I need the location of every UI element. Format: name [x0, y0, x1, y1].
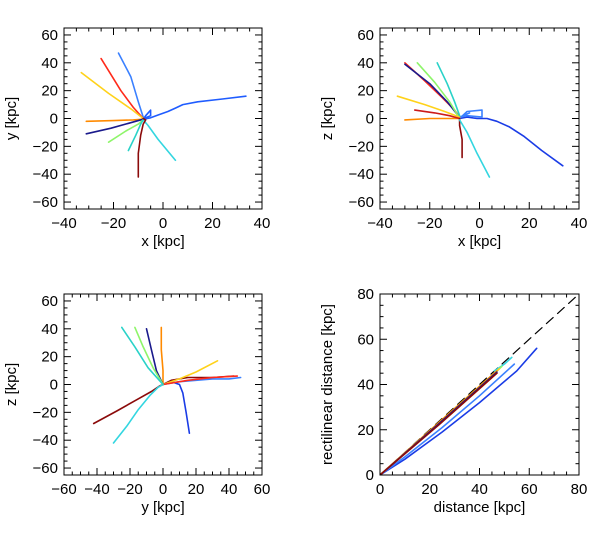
series-line-0 — [142, 95, 247, 120]
x-tick-label: 0 — [159, 215, 167, 232]
series-group — [396, 62, 564, 178]
series-group — [92, 326, 242, 444]
x-tick-label: 40 — [254, 215, 271, 232]
x-tick-label: 40 — [471, 481, 488, 498]
panel-bottom-right: 0 20 40 60 80 0 20 40 60 80 distance [kpc] rectilin… — [319, 286, 587, 516]
x-tick-label: 40 — [221, 481, 238, 498]
y-tick-label: −60 — [33, 460, 58, 477]
y-tick-label: 0 — [366, 467, 374, 484]
series-line-8 — [127, 119, 144, 152]
x-axis-label: x [kpc] — [458, 233, 501, 250]
series-line-3 — [404, 63, 461, 120]
x-axis-label: x [kpc] — [141, 233, 184, 250]
y-tick-label: 40 — [41, 55, 58, 72]
series-line-7 — [107, 119, 144, 143]
series-line-6 — [85, 118, 144, 135]
x-tick-label: 80 — [571, 481, 588, 498]
y-axis-label: rectilinear distance [kpc] — [319, 304, 336, 465]
y-tick-label: 40 — [41, 321, 58, 338]
y-tick-label: 60 — [357, 331, 374, 348]
series-group — [80, 52, 247, 178]
x-tick-label: 60 — [254, 481, 271, 498]
series-line-9 — [121, 326, 164, 386]
series-line-9 — [436, 62, 461, 117]
x-tick-label: −40 — [51, 215, 76, 232]
y-tick-label: 20 — [41, 349, 58, 366]
series-line-1 — [380, 347, 538, 475]
y-tick-label: −40 — [33, 432, 58, 449]
x-axis-label: distance [kpc] — [434, 499, 526, 516]
series-line-8 — [134, 326, 164, 386]
series-line-2 — [117, 52, 144, 118]
series-line-10 — [458, 119, 491, 178]
x-tick-label: −40 — [84, 481, 109, 498]
x-tick-label: −20 — [417, 215, 442, 232]
x-tick-label: 0 — [376, 481, 384, 498]
y-tick-label: −20 — [33, 138, 58, 155]
x-tick-label: 40 — [571, 215, 588, 232]
x-tick-label: 20 — [204, 215, 221, 232]
plot-frame — [63, 27, 263, 210]
series-line-5 — [396, 95, 461, 118]
y-tick-label: 60 — [357, 27, 374, 44]
y-tick-label: 60 — [41, 293, 58, 310]
series-line-1 — [112, 383, 164, 444]
x-tick-label: 60 — [521, 481, 538, 498]
series-group — [380, 294, 579, 475]
y-tick-label: −40 — [33, 166, 58, 183]
x-tick-label: 20 — [521, 215, 538, 232]
y-axis-label: z [kpc] — [319, 97, 336, 140]
series-line-6 — [160, 326, 164, 386]
series-line-6 — [404, 117, 461, 121]
y-axis-label: z [kpc] — [3, 363, 20, 406]
series-line-5 — [85, 118, 144, 123]
x-tick-label: 0 — [159, 481, 167, 498]
series-line-4 — [162, 360, 219, 386]
series-line-10 — [380, 372, 498, 475]
x-tick-label: −40 — [367, 215, 392, 232]
y-axis-label: y [kpc] — [3, 97, 20, 140]
y-tick-label: 20 — [41, 83, 58, 100]
series-line-5 — [162, 375, 239, 386]
series-line-2 — [162, 380, 191, 434]
series-line-1 — [458, 109, 483, 120]
series-line-3 — [493, 356, 513, 372]
x-tick-label: 0 — [475, 215, 483, 232]
x-tick-label: −20 — [117, 481, 142, 498]
y-tick-label: 20 — [357, 83, 374, 100]
y-tick-label: −60 — [33, 194, 58, 211]
y-tick-label: −20 — [33, 404, 58, 421]
y-tick-label: 0 — [50, 377, 58, 394]
x-axis-label: y [kpc] — [141, 499, 184, 516]
series-line-2 — [380, 363, 516, 475]
y-tick-label: −60 — [349, 194, 374, 211]
y-tick-label: 40 — [357, 55, 374, 72]
y-tick-label: 60 — [41, 27, 58, 44]
panel-top-left: −40 −20 0 20 40 −60 −40 −20 0 20 40 60 x [kpc] y [kpc… — [3, 27, 270, 250]
series-line-3 — [100, 57, 144, 120]
panel-top-right: −40 −20 0 20 40 −60 −40 −20 0 20 40 60 x [kpc] z [kpc… — [319, 27, 587, 250]
y-tick-label: −40 — [349, 166, 374, 183]
y-tick-label: 0 — [50, 111, 58, 128]
series-line-10 — [137, 117, 147, 178]
series-line-7 — [414, 109, 461, 120]
y-tick-label: 80 — [357, 286, 374, 303]
series-line-8 — [458, 117, 463, 159]
y-tick-label: −20 — [349, 138, 374, 155]
series-line-9 — [142, 119, 177, 162]
y-tick-label: 40 — [357, 377, 374, 394]
series-line-0 — [458, 116, 564, 167]
panel-bottom-left: −60 −40 −20 0 20 40 60 −60 −40 −20 0 20 40 60 y [kpc] z… — [3, 293, 270, 516]
y-tick-label: 20 — [357, 422, 374, 439]
x-tick-label: 20 — [421, 481, 438, 498]
x-tick-label: 20 — [188, 481, 205, 498]
series-line-4 — [80, 71, 144, 120]
y-tick-label: 0 — [366, 111, 374, 128]
x-tick-label: −60 — [51, 481, 76, 498]
x-tick-label: −20 — [101, 215, 126, 232]
